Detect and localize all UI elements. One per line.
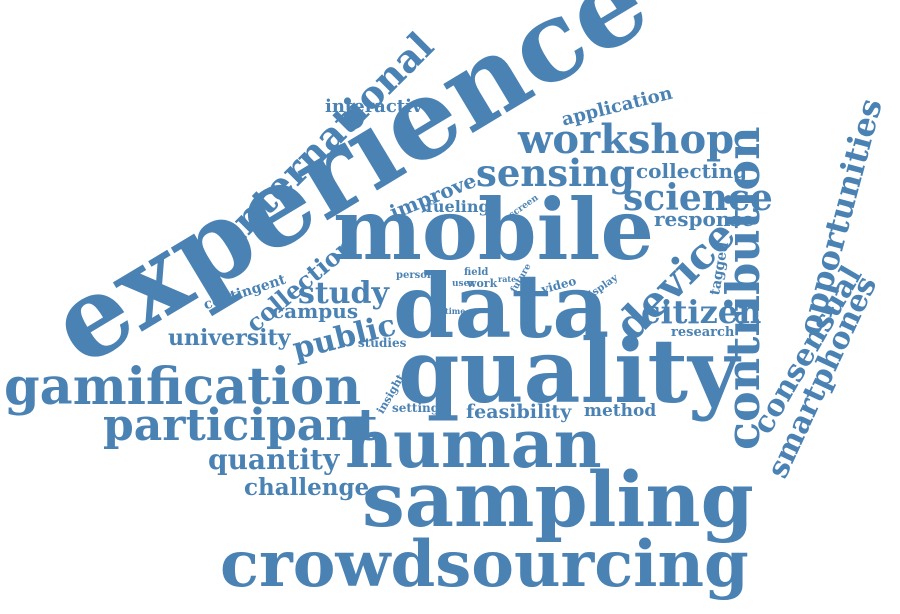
word-feasibility: feasibility xyxy=(466,401,572,423)
word-data: data xyxy=(393,254,610,358)
word-response: response xyxy=(654,207,755,231)
word-study: study xyxy=(298,276,389,311)
word-quality: quality xyxy=(398,319,740,423)
word-fueling: fueling xyxy=(426,197,490,216)
word-method: method xyxy=(584,401,657,421)
word-campus: campus xyxy=(272,299,359,323)
word-challenge: challenge xyxy=(244,474,370,501)
word-setting: setting xyxy=(392,401,440,415)
word-citizen: citizen xyxy=(641,293,762,331)
word-university: university xyxy=(168,325,291,351)
word-sensing: sensing xyxy=(476,151,635,195)
word-sampling: sampling xyxy=(362,455,754,544)
word-user: user xyxy=(452,279,475,289)
word-rate: rate xyxy=(498,274,517,284)
word-quantity: quantity xyxy=(208,443,340,476)
word-participant: participant xyxy=(103,400,378,451)
word-time: time xyxy=(445,306,466,316)
word-workshop: workshop xyxy=(518,116,735,163)
word-gamification: gamification xyxy=(4,357,362,417)
word-crowdsourcing: crowdsourcing xyxy=(220,527,749,602)
word-mobile: mobile xyxy=(333,180,654,279)
word-interactive: interactive xyxy=(325,96,434,117)
word-studies: studies xyxy=(358,336,407,350)
word-person: person xyxy=(396,270,435,281)
word-human: human xyxy=(345,405,602,483)
word-research: research xyxy=(671,325,735,340)
word-science: science xyxy=(623,177,773,219)
word-work: work xyxy=(467,277,498,290)
word-collecting: collecting xyxy=(636,159,747,183)
word-field: field xyxy=(464,267,489,278)
